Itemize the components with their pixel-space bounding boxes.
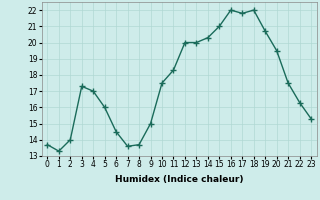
- X-axis label: Humidex (Indice chaleur): Humidex (Indice chaleur): [115, 175, 244, 184]
